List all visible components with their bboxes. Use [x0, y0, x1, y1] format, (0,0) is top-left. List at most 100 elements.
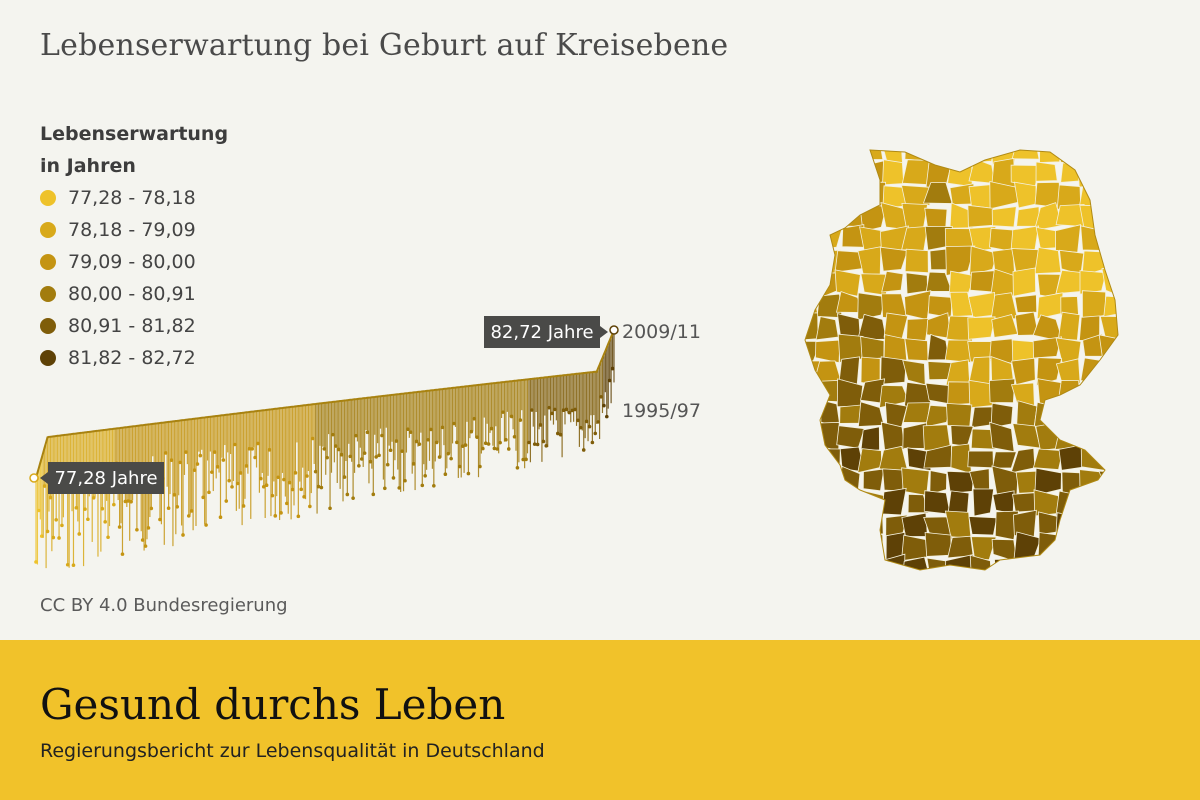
- district: [969, 245, 998, 276]
- district: [1035, 161, 1058, 182]
- lollipop-point-1995-97: [342, 475, 347, 479]
- district: [1011, 150, 1040, 160]
- lollipop-point-1995-97: [403, 478, 407, 483]
- lollipop-point-1995-97: [541, 439, 546, 444]
- lollipop-point-1995-97: [420, 483, 425, 488]
- lollipop-point-1995-97: [60, 523, 64, 528]
- lollipop-point-1995-97: [504, 437, 508, 442]
- lollipop-point-1995-97: [149, 506, 154, 511]
- footer-title: Gesund durchs Leben: [40, 680, 506, 729]
- district: [818, 184, 841, 206]
- lollipop-point-1995-97: [357, 463, 361, 468]
- district: [1102, 383, 1118, 407]
- legend-item: 80,00 - 80,91: [40, 278, 228, 310]
- lollipop-point-1995-97: [195, 462, 200, 466]
- district: [944, 150, 973, 163]
- district: [1059, 534, 1086, 560]
- district: [1100, 208, 1118, 231]
- district: [838, 490, 861, 517]
- credit-text: CC BY 4.0 Bundesregierung: [40, 595, 288, 616]
- lollipop-point-1995-97: [100, 506, 105, 511]
- district: [1033, 202, 1063, 232]
- lollipop-point-1995-97: [593, 431, 598, 436]
- district: [805, 428, 820, 448]
- germany-district-map: [804, 149, 1119, 571]
- legend-label: 80,91 - 81,82: [68, 315, 196, 337]
- district: [1012, 267, 1037, 297]
- lollipop-point-1995-97: [86, 517, 90, 522]
- district: [813, 421, 840, 452]
- legend: Lebenserwartung in Jahren 77,28 - 78,18 7…: [40, 118, 228, 374]
- district: [901, 512, 928, 537]
- lollipop-point-1995-97: [590, 440, 595, 445]
- district: [947, 159, 973, 188]
- lollipop-point-1995-97: [515, 465, 520, 470]
- legend-label: 78,18 - 79,09: [68, 219, 196, 241]
- lollipop-point-1995-97: [417, 442, 422, 446]
- district: [1100, 150, 1118, 166]
- lollipop-point-1995-97: [443, 472, 448, 477]
- district: [1054, 424, 1085, 450]
- district: [928, 150, 952, 167]
- district: [947, 535, 974, 559]
- district: [927, 295, 953, 319]
- lollipop-point-1995-97: [299, 487, 304, 492]
- district: [1105, 247, 1118, 273]
- district: [925, 382, 950, 405]
- lollipop-point-1995-97: [146, 526, 151, 530]
- lollipop-point-1995-97: [166, 506, 171, 511]
- lollipop-point-1995-97: [54, 518, 58, 522]
- district: [805, 274, 818, 295]
- district: [968, 516, 998, 536]
- district: [967, 316, 996, 340]
- district: [805, 292, 818, 315]
- district: [1098, 334, 1118, 364]
- district: [991, 206, 1017, 228]
- district: [882, 468, 905, 492]
- lollipop-point-1995-97: [143, 544, 148, 548]
- district: [836, 158, 862, 188]
- district: [1011, 558, 1039, 570]
- district: [862, 531, 884, 558]
- lollipop-point-1995-97: [385, 462, 390, 467]
- map-districts: [805, 150, 1118, 570]
- district: [1016, 206, 1040, 227]
- lollipop-point-1995-97: [388, 448, 393, 453]
- max-label-text: 82,72 Jahre: [490, 322, 593, 343]
- lollipop-point-1995-97: [391, 476, 396, 480]
- district: [805, 531, 820, 562]
- district: [1105, 536, 1118, 563]
- district: [1055, 358, 1081, 387]
- lollipop-point-1995-97: [77, 532, 82, 536]
- district: [860, 336, 885, 360]
- district: [812, 511, 839, 539]
- lollipop-point-1995-97: [328, 506, 332, 511]
- lollipop-point-1995-97: [83, 507, 87, 511]
- district: [860, 426, 880, 452]
- district: [1034, 554, 1062, 570]
- lollipop-point-1995-97: [57, 536, 61, 540]
- legend-label: 77,28 - 78,18: [68, 187, 196, 209]
- min-label: 77,28 Jahre: [40, 462, 164, 494]
- district: [950, 425, 974, 447]
- footer-subtitle: Regierungsbericht zur Lebensqualität in …: [40, 740, 545, 762]
- district: [1055, 490, 1086, 517]
- district: [990, 402, 1014, 429]
- lollipop-point-1995-97: [175, 504, 180, 509]
- lollipop-point-1995-97: [581, 448, 586, 452]
- district: [834, 269, 861, 297]
- lollipop-point-1995-97: [481, 446, 485, 451]
- district: [879, 246, 909, 272]
- lollipop-point-1995-97: [129, 499, 133, 504]
- district: [834, 150, 862, 164]
- district: [1014, 181, 1037, 209]
- series-label-2009-11: 2009/11: [622, 321, 701, 343]
- lollipop-point-1995-97: [604, 414, 609, 419]
- legend-item: 81,82 - 82,72: [40, 342, 228, 374]
- lollipop-point-1995-97: [230, 485, 234, 489]
- district: [857, 448, 883, 474]
- district: [906, 318, 930, 342]
- lollipop-point-1995-97: [587, 424, 592, 429]
- lollipop-point-1995-97: [117, 525, 122, 529]
- lollipop-point-1995-97: [207, 490, 211, 495]
